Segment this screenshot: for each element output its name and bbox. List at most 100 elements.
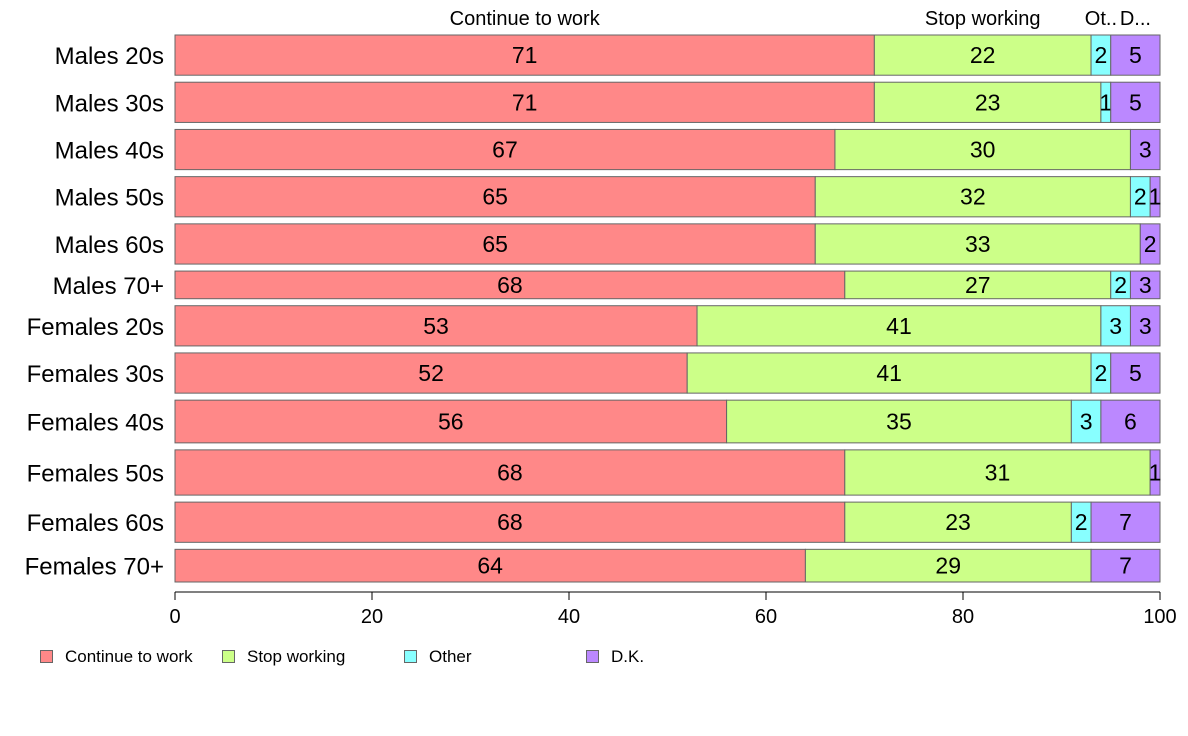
bar-segment xyxy=(1110,34,1161,76)
data-label: 2 xyxy=(1144,231,1157,257)
data-label: 65 xyxy=(482,184,508,210)
bar-segment xyxy=(1100,305,1131,347)
data-label: 23 xyxy=(945,509,971,535)
data-label: 35 xyxy=(886,409,912,435)
bar-segment xyxy=(873,81,1102,123)
category-label: Females 60s xyxy=(27,510,164,537)
data-label: 68 xyxy=(497,459,523,485)
bar-segment xyxy=(873,34,1092,76)
data-label: 5 xyxy=(1129,89,1142,115)
x-tick-label: 80 xyxy=(952,606,974,628)
data-label: 2 xyxy=(1134,184,1147,210)
bar-segment xyxy=(686,352,1092,394)
data-label: 5 xyxy=(1129,360,1142,386)
x-tick-label: 20 xyxy=(361,606,383,628)
legend-item-other: Other xyxy=(404,647,472,667)
legend-label-stop: Stop working xyxy=(247,647,346,666)
data-label: 23 xyxy=(975,89,1001,115)
bar-segment xyxy=(1070,399,1102,444)
bar-segment xyxy=(1110,81,1161,123)
legend-swatch-stop xyxy=(222,650,235,663)
data-label: 3 xyxy=(1139,272,1152,298)
bar-segment xyxy=(1149,176,1161,218)
bar-segment xyxy=(174,352,688,394)
data-label: 71 xyxy=(512,42,538,68)
x-tick-label: 100 xyxy=(1143,606,1176,628)
legend-swatch-continue xyxy=(40,650,53,663)
bar-segment xyxy=(174,34,875,76)
legend-item-stop: Stop working xyxy=(222,647,345,667)
data-label: 3 xyxy=(1139,313,1152,339)
bar-segment xyxy=(174,305,698,347)
bar-segment xyxy=(1149,449,1161,496)
data-label: 2 xyxy=(1075,509,1088,535)
data-label: 71 xyxy=(512,89,538,115)
legend-label-dk: D.K. xyxy=(611,647,645,666)
x-tick-label: 60 xyxy=(755,606,777,628)
bar-segment xyxy=(174,449,846,496)
data-label: 68 xyxy=(497,272,523,298)
data-label: 3 xyxy=(1139,137,1152,163)
bar-segment xyxy=(174,176,816,218)
category-label: Females 40s xyxy=(27,410,164,437)
bar-segment xyxy=(814,176,1131,218)
segment-header-label: Continue to work xyxy=(449,8,600,30)
data-label: 67 xyxy=(492,137,518,163)
bar-segment xyxy=(844,501,1072,543)
bar-segment xyxy=(726,399,1072,444)
data-label: 2 xyxy=(1114,272,1127,298)
data-label: 1 xyxy=(1149,459,1162,485)
data-label: 27 xyxy=(965,272,991,298)
bar-segment xyxy=(804,548,1092,583)
data-label: 53 xyxy=(423,313,449,339)
bar-segment xyxy=(1090,548,1161,583)
segment-header-label: Stop working xyxy=(924,8,1041,30)
category-label: Males 50s xyxy=(55,185,164,212)
data-label: 3 xyxy=(1080,409,1093,435)
bar-segment xyxy=(1100,399,1161,444)
legend-item-dk: D.K. xyxy=(586,647,644,667)
bar-segment xyxy=(1090,501,1161,543)
data-label: 65 xyxy=(482,231,508,257)
data-label: 29 xyxy=(935,553,961,579)
data-label: 64 xyxy=(477,553,503,579)
legend-label-continue: Continue to work xyxy=(65,647,193,666)
x-tick-label: 0 xyxy=(169,606,180,628)
bar-segment xyxy=(174,223,816,265)
bar-segment xyxy=(1129,270,1161,300)
data-label: 56 xyxy=(438,409,464,435)
data-label: 68 xyxy=(497,509,523,535)
x-tick-label: 40 xyxy=(558,606,580,628)
bar-segment xyxy=(174,501,846,543)
segment-header-label: D... xyxy=(1119,8,1151,30)
category-label: Males 40s xyxy=(55,138,164,165)
data-label: 1 xyxy=(1149,184,1162,210)
data-label: 2 xyxy=(1095,42,1108,68)
data-label: 7 xyxy=(1119,553,1132,579)
data-label: 30 xyxy=(970,137,996,163)
category-label: Males 60s xyxy=(55,232,164,259)
bar-segment xyxy=(1139,223,1161,265)
legend-label-other: Other xyxy=(429,647,472,666)
category-label: Females 30s xyxy=(27,361,164,388)
bar-segment xyxy=(174,270,846,300)
data-label: 22 xyxy=(970,42,996,68)
legend-item-continue: Continue to work xyxy=(40,647,193,667)
category-label: Males 70+ xyxy=(53,273,164,300)
bar-segment xyxy=(1129,128,1161,171)
bar-segment xyxy=(174,81,875,123)
data-label: 31 xyxy=(985,459,1011,485)
data-label: 32 xyxy=(960,184,986,210)
category-label: Females 50s xyxy=(27,460,164,487)
category-label: Females 20s xyxy=(27,314,164,341)
data-label: 52 xyxy=(418,360,444,386)
category-label: Males 20s xyxy=(55,43,164,70)
bar-segment xyxy=(1129,305,1161,347)
data-label: 33 xyxy=(965,231,991,257)
bar-segment xyxy=(834,128,1131,171)
data-label: 6 xyxy=(1124,409,1137,435)
bar-segment xyxy=(814,223,1141,265)
bar-segment xyxy=(696,305,1102,347)
data-label: 3 xyxy=(1109,313,1122,339)
